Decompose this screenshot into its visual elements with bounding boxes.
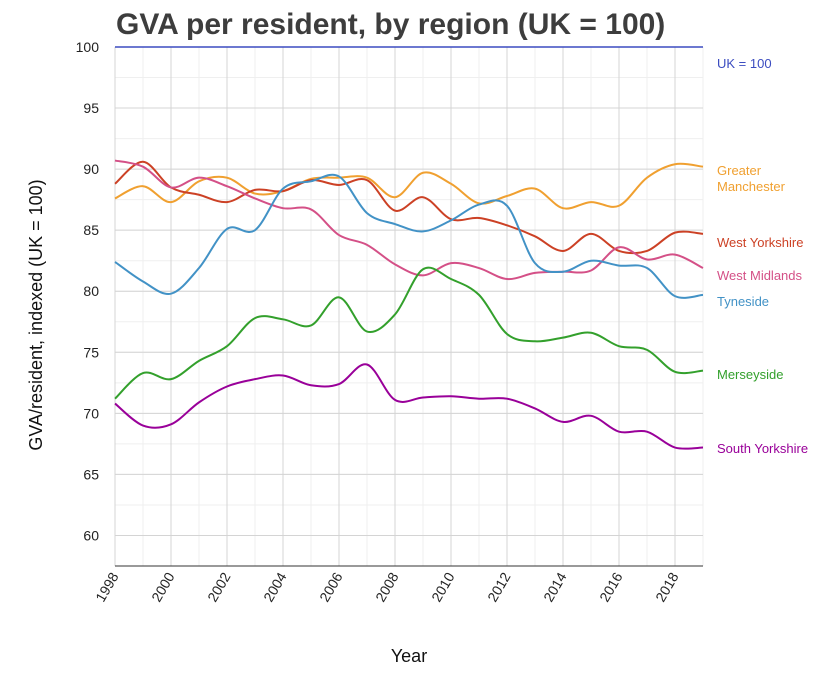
x-tick-label: 2006 [316, 569, 346, 604]
series-label-uk-100: UK = 100 [717, 56, 772, 71]
series-label-merseyside: Merseyside [717, 367, 783, 382]
x-tick-label: 2000 [148, 569, 178, 604]
y-tick-label: 90 [83, 161, 99, 177]
series-label-tyneside: Tyneside [717, 294, 769, 309]
series-line-south-yorkshire [114, 363, 704, 450]
y-tick-label: 70 [83, 405, 99, 421]
series-line-tyneside [114, 173, 704, 299]
series-label-greater-manchester: Manchester [717, 179, 786, 194]
x-tick-label: 2004 [260, 569, 290, 604]
y-tick-label: 85 [83, 222, 99, 238]
y-axis-title: GVA/resident, indexed (UK = 100) [26, 179, 46, 450]
x-axis-ticks: 1998 2000 2002 2004 2006 2008 2010 2012 2014 2016… [92, 569, 682, 604]
y-tick-label: 95 [83, 100, 99, 116]
series-lines [114, 46, 704, 450]
minor-gridlines [114, 46, 704, 567]
y-tick-label: 75 [83, 344, 99, 360]
x-axis-title: Year [391, 646, 427, 666]
series-line-west-midlands [114, 159, 704, 281]
x-tick-label: 2014 [540, 569, 570, 604]
chart-title: GVA per resident, by region (UK = 100) [116, 8, 666, 41]
series-label-greater-manchester: Greater [717, 163, 762, 178]
x-tick-label: 2010 [428, 569, 458, 604]
x-tick-label: 2008 [372, 569, 402, 604]
y-tick-label: 100 [76, 39, 100, 55]
major-gridlines [114, 46, 703, 566]
y-tick-label: 65 [83, 466, 99, 482]
series-line-merseyside [114, 266, 704, 400]
y-tick-label: 60 [83, 527, 99, 543]
series-line-west-yorkshire [114, 160, 704, 255]
y-tick-label: 80 [83, 283, 99, 299]
x-tick-label: 1998 [92, 569, 122, 604]
y-axis-ticks: 60 65 70 75 80 85 90 95 100 [76, 39, 100, 543]
x-tick-label: 2012 [484, 569, 514, 604]
x-tick-label: 2018 [652, 569, 682, 604]
series-label-west-yorkshire: West Yorkshire [717, 235, 803, 250]
series-line-greater-manchester [114, 162, 704, 210]
x-tick-label: 2016 [596, 569, 626, 604]
x-tick-label: 2002 [204, 569, 234, 604]
series-label-south-yorkshire: South Yorkshire [717, 441, 808, 456]
series-label-west-midlands: West Midlands [717, 268, 803, 283]
